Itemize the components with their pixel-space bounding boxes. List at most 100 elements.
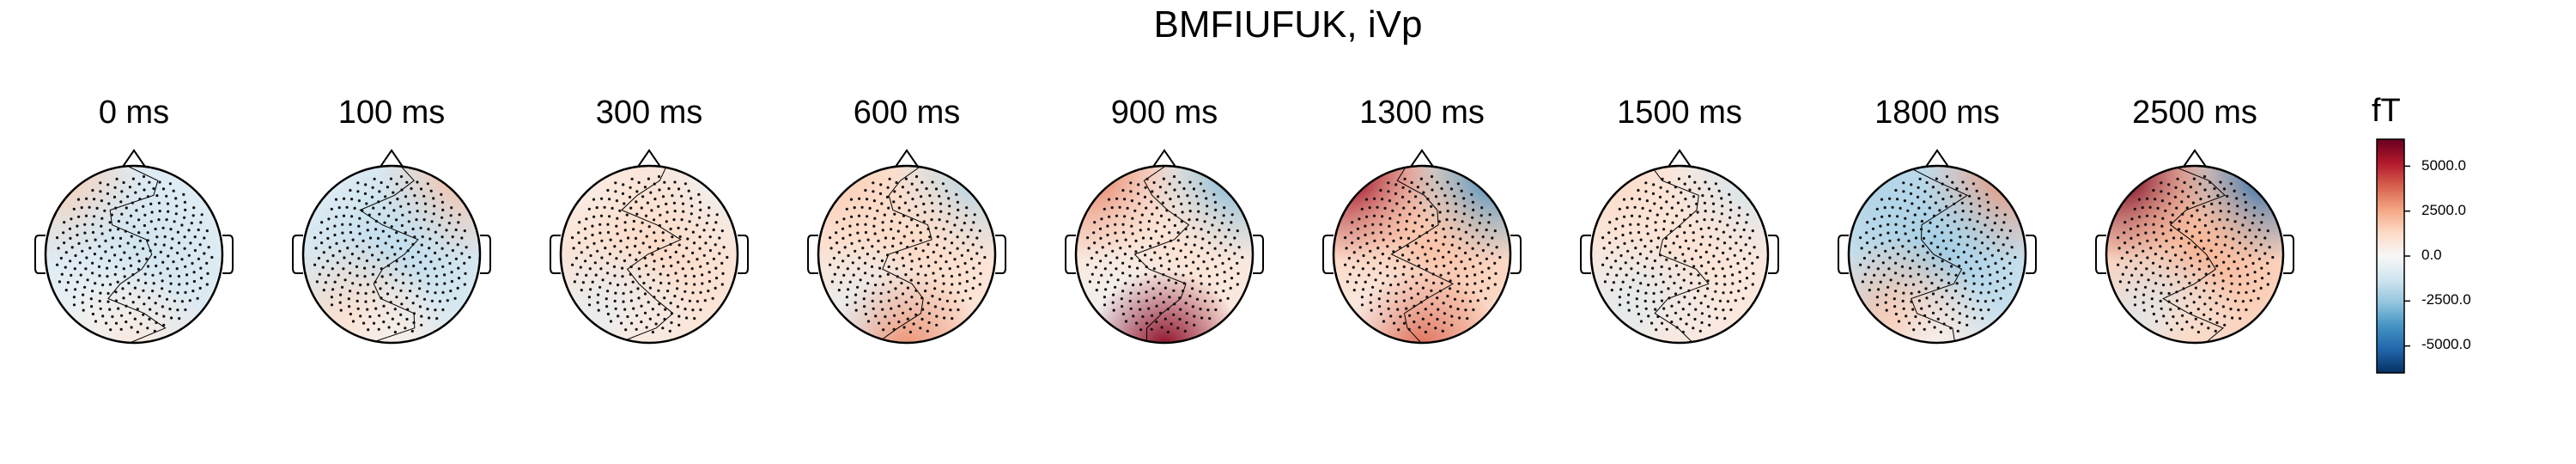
sensor-dot: [644, 264, 648, 267]
sensor-dot: [1206, 308, 1210, 312]
sensor-dot: [76, 224, 79, 228]
sensor-dot: [349, 188, 352, 192]
sensor-dot: [1635, 297, 1638, 301]
sensor-dot: [1639, 320, 1643, 323]
sensor-dot: [1914, 236, 1918, 240]
sensor-dot: [142, 313, 145, 316]
sensor-dot: [385, 281, 388, 285]
sensor-dot: [931, 180, 934, 184]
sensor-dot: [98, 299, 101, 302]
sensor-dot: [411, 227, 415, 231]
sensor-dot: [696, 223, 699, 227]
sensor-dot: [690, 205, 694, 208]
sensor-dot: [887, 265, 890, 269]
sensor-dot: [956, 247, 959, 250]
sensor-dot: [435, 283, 439, 286]
sensor-dot: [368, 236, 373, 240]
sensor-dot: [857, 214, 861, 217]
sensor-dot: [870, 265, 874, 268]
sensor-dot: [418, 287, 422, 290]
sensor-dot: [914, 313, 918, 316]
sensor-dot: [143, 272, 147, 276]
sensor-dot: [671, 194, 674, 198]
sensor-dot: [927, 312, 931, 315]
sensor-dot: [68, 227, 72, 230]
sensor-dot: [1971, 274, 1975, 278]
sensor-dot: [915, 223, 919, 228]
sensor-dot: [881, 283, 885, 286]
sensor-dot: [2241, 223, 2245, 227]
sensor-dot: [2169, 221, 2172, 224]
sensor-dot: [893, 212, 896, 216]
sensor-dot: [885, 195, 890, 198]
sensor-dot: [1192, 226, 1195, 229]
sensor-dot: [434, 241, 439, 245]
sensor-dot: [1409, 287, 1413, 290]
sensor-dot: [463, 283, 466, 286]
sensor-dot: [1487, 221, 1491, 224]
sensor-dot: [2210, 220, 2214, 223]
sensor-dot: [2168, 202, 2172, 205]
sensor-dot: [1435, 265, 1438, 268]
sensor-dot: [128, 292, 132, 296]
sensor-dot: [2002, 277, 2007, 280]
sensor-dot: [109, 328, 112, 332]
sensor-dot: [980, 246, 983, 249]
sensor-dot: [1194, 235, 1197, 239]
sensor-dot: [657, 247, 660, 250]
sensor-dot: [2260, 266, 2263, 270]
sensor-dot: [673, 210, 677, 213]
sensor-dot: [1951, 180, 1954, 184]
sensor-dot: [192, 271, 196, 274]
sensor-dot: [1656, 213, 1659, 217]
sensor-dot: [606, 223, 610, 226]
sensor-dot: [886, 186, 890, 189]
sensor-dot: [1188, 180, 1192, 184]
sensor-dot: [1927, 229, 1930, 233]
sensor-dot: [1095, 251, 1098, 254]
sensor-dot: [571, 236, 574, 240]
sensor-dot: [678, 235, 682, 239]
sensor-dot: [443, 273, 447, 277]
sensor-dot: [1919, 280, 1923, 284]
sensor-dot: [389, 273, 392, 277]
sensor-dot: [83, 285, 87, 289]
sensor-dot: [632, 228, 635, 231]
sensor-dot: [85, 239, 88, 242]
sensor-dot: [939, 254, 943, 258]
sensor-dot: [1716, 316, 1719, 320]
sensor-dot: [1177, 265, 1181, 268]
sensor-dot: [1352, 289, 1356, 292]
sensor-dot: [451, 248, 455, 253]
sensor-dot: [626, 236, 630, 240]
sensor-dot: [1741, 296, 1745, 300]
sensor-dot: [1910, 183, 1913, 186]
sensor-dot: [1959, 235, 1962, 239]
sensor-dot: [701, 282, 704, 285]
sensor-dot: [409, 273, 412, 277]
sensor-dot: [176, 308, 179, 312]
sensor-dot: [845, 207, 848, 211]
sensor-dot: [2208, 317, 2212, 321]
sensor-dot: [665, 211, 669, 214]
sensor-dot: [1134, 250, 1138, 253]
topomap-panel: [550, 149, 749, 345]
sensor-dot: [440, 235, 444, 239]
sensor-dot: [683, 308, 687, 311]
sensor-dot: [934, 226, 938, 229]
sensor-dot: [670, 264, 673, 268]
topomap-panel: [807, 149, 1006, 345]
sensor-dot: [1897, 282, 1900, 285]
sensor-dot: [577, 231, 580, 235]
sensor-dot: [943, 247, 946, 250]
sensor-dot: [1647, 284, 1650, 287]
sensor-dot: [1475, 229, 1479, 232]
sensor-dot: [925, 186, 928, 191]
sensor-dot: [1167, 278, 1170, 282]
sensor-dot: [367, 328, 370, 332]
sensor-dot: [1168, 218, 1171, 222]
sensor-dot: [928, 194, 932, 198]
sensor-dot: [1449, 287, 1452, 290]
sensor-dot: [1897, 238, 1900, 241]
sensor-dot: [359, 314, 362, 318]
